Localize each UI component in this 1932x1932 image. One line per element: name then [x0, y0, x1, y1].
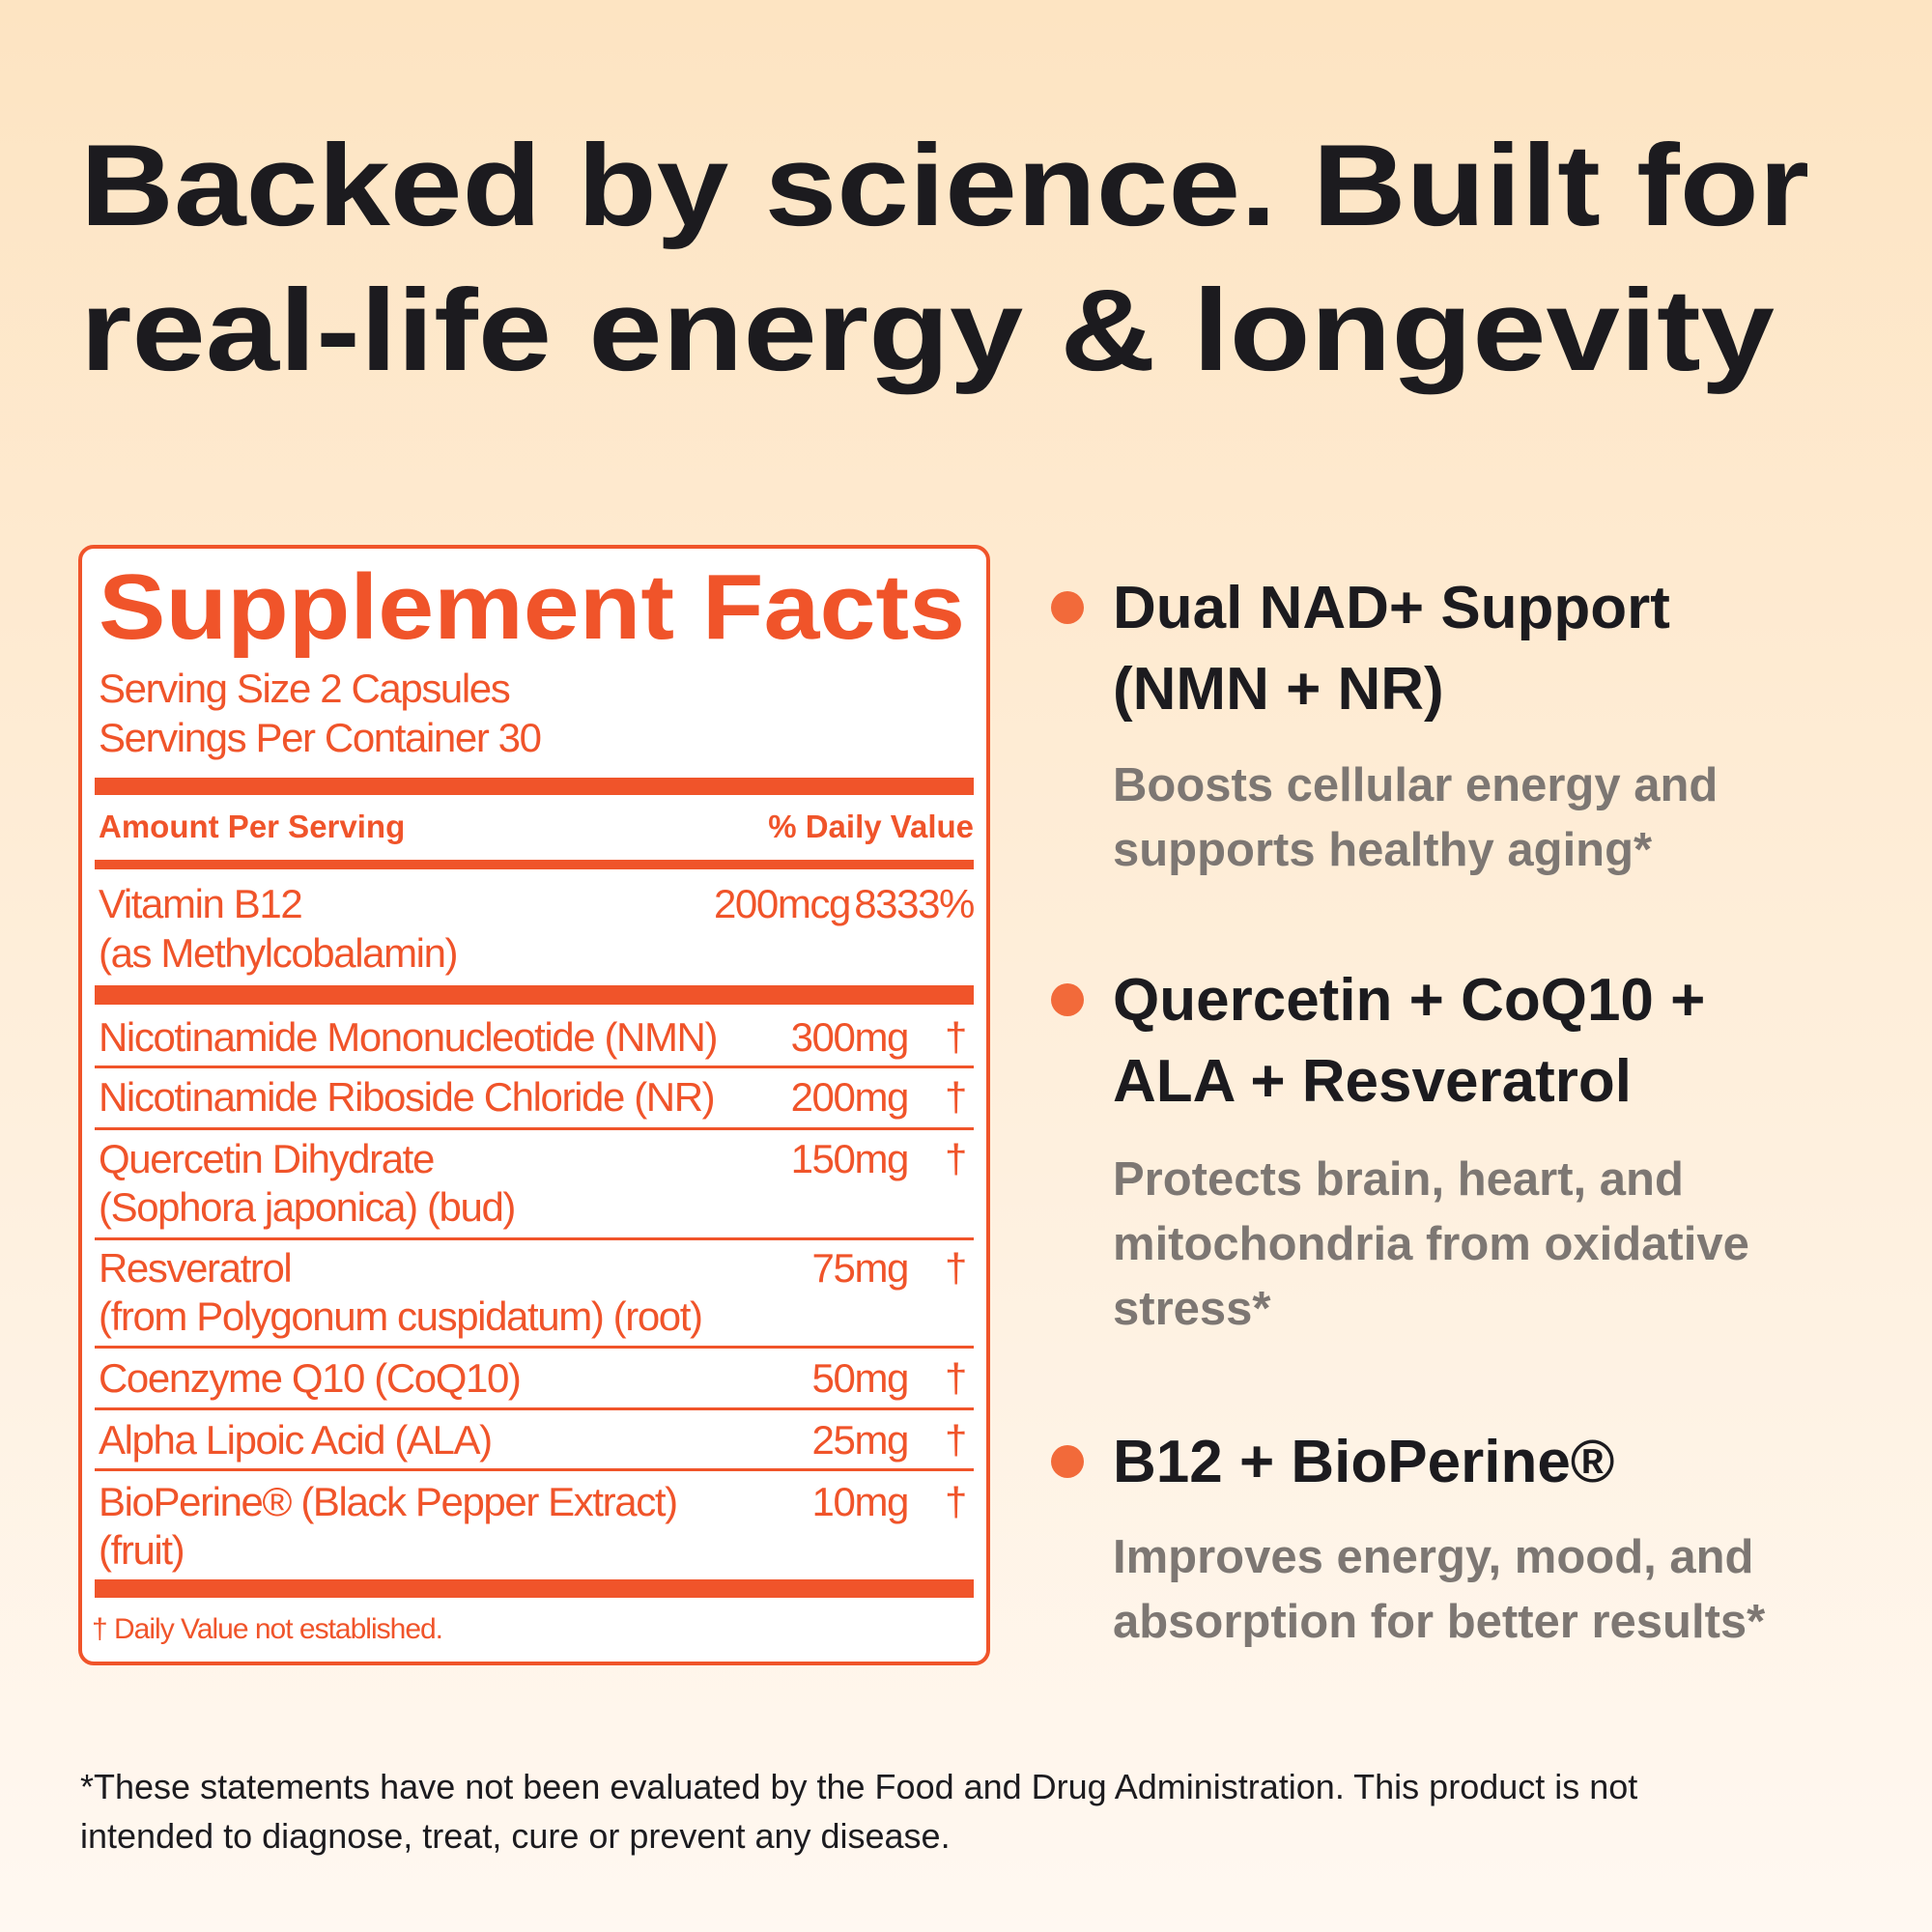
rule — [95, 860, 974, 869]
feature-title: Quercetin + CoQ10 + — [1113, 967, 1705, 1034]
disclaimer: *These statements have not been evaluate… — [80, 1767, 1637, 1806]
ingredient-amount: 75mg — [812, 1245, 908, 1291]
ingredient-dv: 8333% — [854, 881, 974, 926]
rule — [95, 1237, 974, 1240]
ingredient-rows: Nicotinamide Mononucleotide (NMN) 300mg † N… — [95, 1014, 974, 1573]
feature-desc: mitochondria from oxidative — [1113, 1218, 1749, 1270]
feature-title: (NMN + NR) — [1113, 656, 1444, 723]
ingredient-name: Coenzyme Q10 (CoQ10) — [99, 1355, 521, 1401]
facts-footnote: † Daily Value not established. — [92, 1613, 442, 1645]
rule — [95, 1407, 974, 1410]
ingredient-name: BioPerine® (Black Pepper Extract) — [99, 1479, 677, 1524]
ingredient-amount: 50mg — [812, 1355, 908, 1401]
feature-desc: supports healthy aging* — [1113, 824, 1653, 876]
disclaimer: intended to diagnose, treat, cure or pre… — [80, 1816, 951, 1856]
feature-desc: stress* — [1113, 1283, 1271, 1335]
facts-title: Supplement Facts — [99, 555, 965, 659]
features: Dual NAD+ Support (NMN + NR) Boosts cellul… — [1051, 575, 1766, 1648]
facts-panel — [78, 545, 990, 1665]
thick-rule — [95, 778, 974, 795]
ingredient-amount: 200mcg — [714, 881, 850, 926]
servings-per-container: Servings Per Container 30 — [99, 715, 541, 760]
ingredient-dv: † — [945, 1355, 966, 1401]
bullet — [1051, 983, 1084, 1016]
ingredient-amount: 25mg — [812, 1417, 908, 1463]
ingredient-name: (Sophora japonica) (bud) — [99, 1184, 515, 1230]
rule — [95, 1346, 974, 1349]
ingredient-name: Vitamin B12 — [99, 881, 301, 926]
bullet — [1051, 1445, 1084, 1478]
ingredient-name: Quercetin Dihydrate — [99, 1136, 434, 1181]
ingredient-name: (fruit) — [99, 1527, 184, 1573]
feature-title: Dual NAD+ Support — [1113, 575, 1670, 641]
rule — [95, 1065, 974, 1068]
ingredient-amount: 10mg — [812, 1479, 908, 1524]
feature-desc: Improves energy, mood, and — [1113, 1531, 1753, 1583]
headline: Backed by science. Built for — [80, 121, 1809, 250]
feature-desc: Protects brain, heart, and — [1113, 1153, 1684, 1206]
ingredient-dv: † — [945, 1479, 966, 1524]
rule — [95, 1127, 974, 1130]
ingredient-amount: 300mg — [791, 1014, 908, 1060]
ingredient-dv: † — [945, 1136, 966, 1181]
ingredient-name: (as Methylcobalamin) — [99, 930, 457, 976]
amount-header: Amount Per Serving — [99, 809, 405, 844]
ingredient-name: Resveratrol — [99, 1245, 291, 1291]
dv-header: % Daily Value — [768, 809, 974, 844]
bullet — [1051, 591, 1084, 624]
ingredient-dv: † — [945, 1417, 966, 1463]
ingredient-amount: 200mg — [791, 1074, 908, 1120]
ingredient-amount: 150mg — [791, 1136, 908, 1181]
ingredient-dv: † — [945, 1245, 966, 1291]
feature-title: ALA + Resveratrol — [1113, 1048, 1632, 1115]
feature-title: B12 + BioPerine® — [1113, 1429, 1615, 1495]
ingredient-dv: † — [945, 1014, 966, 1060]
ingredient-name: Alpha Lipoic Acid (ALA) — [99, 1417, 492, 1463]
ingredient-name: (from Polygonum cuspidatum) (root) — [99, 1293, 702, 1339]
serving-size: Serving Size 2 Capsules — [99, 666, 510, 711]
ingredient-name: Nicotinamide Riboside Chloride (NR) — [99, 1074, 714, 1120]
headline: real-life energy & longevity — [80, 266, 1775, 395]
thick-rule — [95, 985, 974, 1005]
rule — [95, 1468, 974, 1471]
ingredient-name: Nicotinamide Mononucleotide (NMN) — [99, 1014, 717, 1060]
feature-desc: Boosts cellular energy and — [1113, 759, 1718, 811]
ingredient-dv: † — [945, 1074, 966, 1120]
feature-desc: absorption for better results* — [1113, 1596, 1766, 1648]
thick-rule — [95, 1579, 974, 1598]
